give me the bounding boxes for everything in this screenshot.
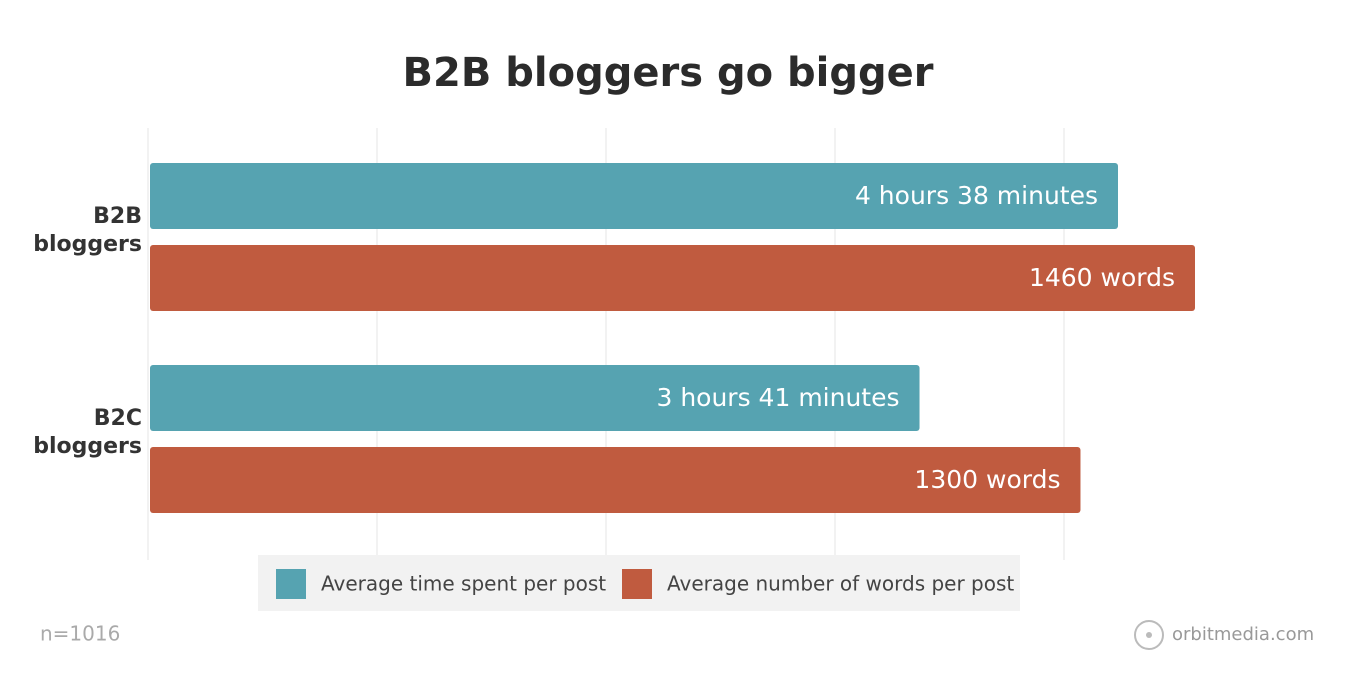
legend-swatch <box>276 569 306 599</box>
legend-label: Average number of words per post <box>667 572 1014 596</box>
chart-title: B2B bloggers go bigger <box>403 50 934 96</box>
value-label: 3 hours 41 minutes <box>656 383 899 412</box>
bar <box>150 245 1195 311</box>
bar <box>150 163 1118 229</box>
logo <box>1134 620 1164 650</box>
note: n=1016 <box>40 622 120 646</box>
value-label: 4 hours 38 minutes <box>855 181 1098 210</box>
logo-dot <box>1146 632 1152 638</box>
category-label: B2C bloggers <box>33 406 142 459</box>
legend-swatch <box>622 569 652 599</box>
legend-label: Average time spent per post <box>321 572 606 596</box>
value-label: 1300 words <box>914 465 1060 494</box>
bar <box>150 447 1081 513</box>
value-label: 1460 words <box>1029 263 1175 292</box>
category-label: B2B bloggers <box>33 204 142 257</box>
bar <box>150 365 920 431</box>
source: orbitmedia.com <box>1172 624 1314 645</box>
